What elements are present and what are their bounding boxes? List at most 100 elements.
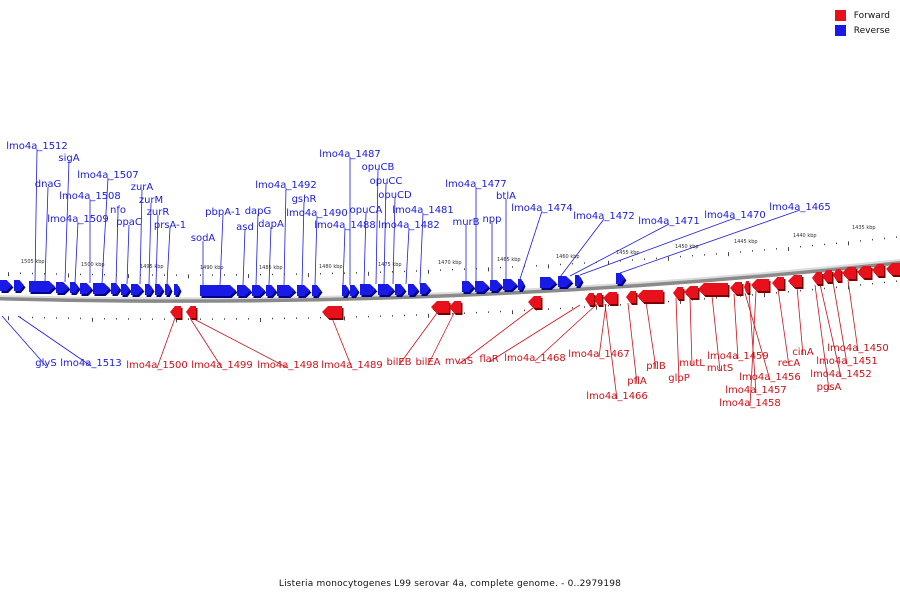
scale-tick-top — [488, 267, 489, 272]
leader-line — [405, 227, 410, 285]
forward-gene-arrow — [698, 283, 728, 295]
leader-line — [156, 317, 176, 369]
forward-swatch — [834, 10, 846, 21]
reverse-gene-label: zurR — [147, 207, 170, 218]
scale-tick-top — [824, 243, 825, 246]
scale-tick-top — [608, 260, 609, 265]
scale-tick-top — [404, 270, 405, 273]
scale-tick-bottom — [476, 311, 477, 314]
scale-tick-bottom — [140, 318, 141, 320]
scale-tick-bottom — [404, 314, 405, 317]
reverse-gene-arrow — [616, 273, 625, 284]
scale-tick-bottom — [368, 315, 369, 318]
leader-line — [392, 197, 396, 285]
scale-label: 1440 kbp — [793, 233, 817, 239]
reverse-gene-arrow — [342, 285, 349, 296]
scale-tick-top — [80, 273, 81, 276]
reverse-gene-arrow — [70, 282, 79, 293]
forward-gene-label: bilEB — [386, 357, 411, 368]
map-caption: Listeria monocytogenes L99 serovar 4a, c… — [278, 579, 622, 589]
scale-tick-bottom — [500, 310, 501, 313]
scale-tick-top — [284, 273, 285, 276]
scale-tick-bottom — [224, 318, 225, 320]
forward-gene-arrow — [603, 292, 617, 304]
reverse-gene-arrow — [277, 285, 295, 296]
leader-line — [711, 295, 721, 372]
scale-tick-bottom — [512, 310, 513, 315]
scale-tick-bottom — [584, 306, 585, 308]
leader-line — [34, 148, 38, 283]
scale-tick-top — [212, 274, 213, 276]
scale-tick-bottom — [416, 314, 417, 316]
leader-line — [627, 302, 638, 385]
scale-tick-top — [644, 258, 645, 260]
scale-label: 1445 kbp — [734, 239, 758, 245]
reverse-gene-label: lmo4a_1474 — [511, 203, 573, 214]
scale-tick-top — [332, 272, 333, 275]
scale-tick-top — [248, 274, 249, 279]
leader-line — [814, 284, 830, 391]
leader-line — [796, 286, 804, 356]
reverse-gene-label: dapA — [258, 219, 284, 230]
scale-tick-top — [392, 271, 393, 273]
scale-tick-top — [380, 271, 381, 273]
forward-gene-label: mvaS — [445, 356, 473, 367]
reverse-gene-arrow — [558, 276, 572, 287]
forward-gene-arrow — [872, 264, 884, 276]
scale-tick-top — [668, 256, 669, 261]
leader-line — [242, 229, 246, 286]
scale-tick-bottom — [188, 318, 189, 320]
scale-tick-top — [896, 236, 897, 238]
reverse-gene-arrow — [503, 279, 517, 290]
scale-tick-top — [152, 274, 153, 276]
scale-tick-top — [740, 251, 741, 253]
scale-tick-bottom — [44, 317, 45, 319]
scale-tick-bottom — [824, 287, 825, 290]
leader-line — [749, 290, 757, 407]
reverse-gene-arrow — [490, 280, 502, 291]
scale-tick-top — [176, 274, 177, 276]
scale-tick-top — [812, 244, 813, 247]
scale-tick-top — [548, 264, 549, 269]
forward-gene-label: lmo4a_1499 — [191, 360, 253, 371]
leader-line — [101, 177, 109, 284]
forward-gene-label: lmo4a_1468 — [504, 353, 566, 364]
scale-tick-top — [572, 263, 573, 265]
scale-tick-top — [188, 274, 189, 279]
scale-tick-bottom — [20, 316, 21, 319]
forward-gene-label: bilEA — [415, 357, 440, 368]
scale-tick-bottom — [896, 280, 897, 282]
leader-line — [166, 227, 171, 285]
scale-tick-bottom — [212, 318, 213, 320]
forward-gene-arrow — [684, 286, 698, 298]
scale-tick-bottom — [752, 294, 753, 296]
scale-tick-top — [560, 263, 561, 266]
forward-gene-label: cinA — [792, 347, 814, 358]
scale-tick-bottom — [704, 298, 705, 300]
scale-tick-top — [524, 265, 525, 268]
scale-tick-top — [752, 250, 753, 252]
forward-gene-arrow — [528, 296, 541, 308]
scale-tick-bottom — [788, 291, 789, 293]
scale-tick-bottom — [200, 318, 201, 320]
scale-tick-top — [272, 273, 273, 276]
scale-tick-top — [428, 269, 429, 274]
scale-tick-top — [692, 254, 693, 257]
reverse-gene-label: pbpA-1 — [205, 207, 241, 218]
scale-label: 1485 kbp — [259, 265, 283, 271]
scale-tick-bottom — [260, 317, 261, 322]
scale-label: 1505 kbp — [21, 259, 45, 265]
scale-tick-top — [620, 260, 621, 262]
reverse-gene-arrow — [80, 283, 92, 294]
scale-label: 1460 kbp — [556, 254, 580, 260]
leader-line — [488, 304, 581, 363]
scale-tick-top — [164, 274, 165, 276]
forward-gene-label: lmo4a_1489 — [321, 360, 383, 371]
forward-gene-label: lmo4a_1451 — [816, 356, 878, 367]
reverse-gene-arrow — [462, 281, 474, 292]
leader-line — [383, 183, 387, 285]
reverse-gene-label: lmo4a_1508 — [59, 191, 121, 202]
scale-tick-bottom — [380, 315, 381, 317]
reverse-gene-arrow — [518, 279, 524, 290]
